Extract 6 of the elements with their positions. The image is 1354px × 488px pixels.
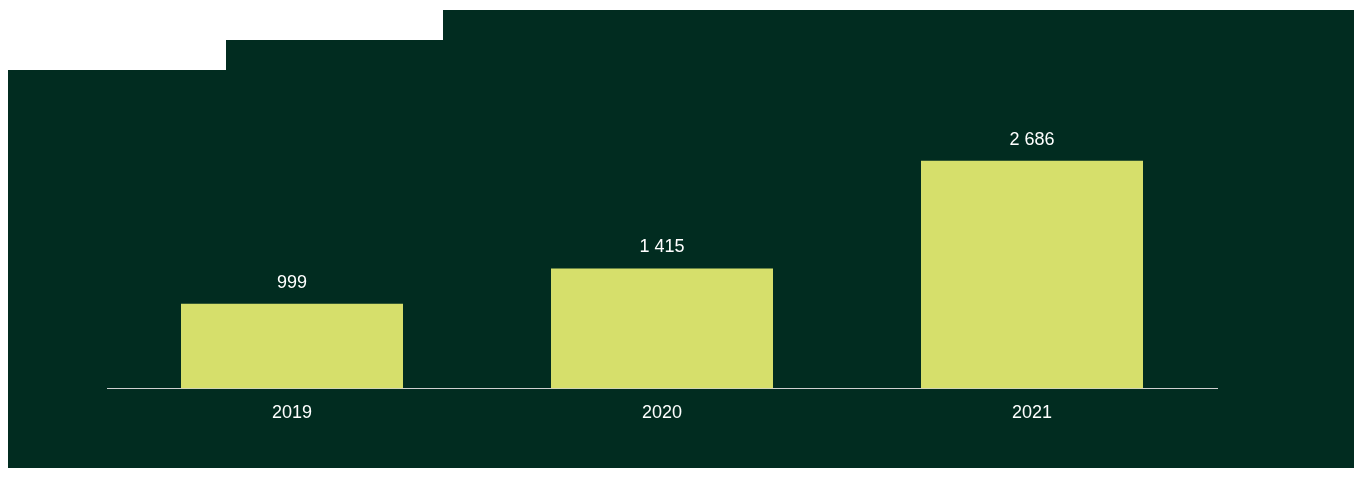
x-tick-label: 2020: [641, 402, 683, 423]
data-label: 1 415: [639, 236, 685, 257]
data-label: 2 686: [1009, 128, 1055, 149]
x-tick-label: 2019: [271, 402, 313, 423]
data-label: 999: [276, 271, 308, 292]
x-tick-label: 2021: [1011, 402, 1053, 423]
